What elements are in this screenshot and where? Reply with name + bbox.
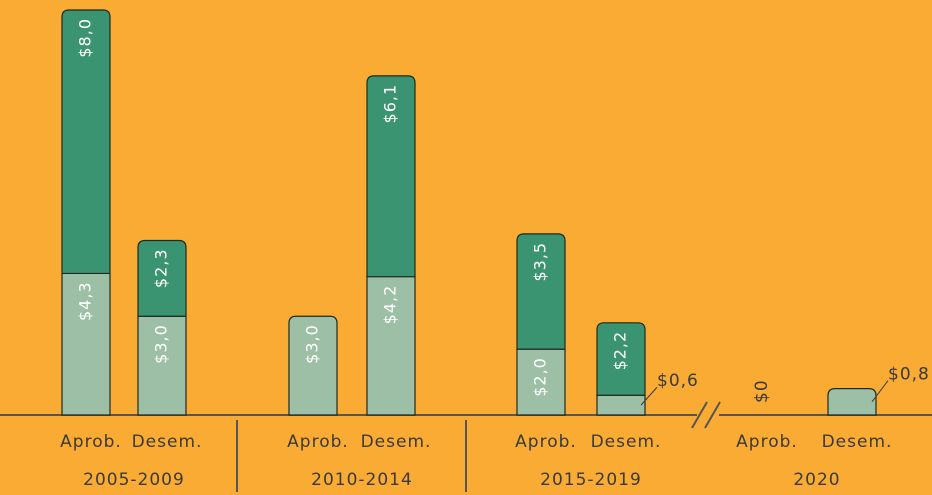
bar-segment [596,322,646,396]
value-label: $4,2 [381,285,400,325]
leader-line [871,380,889,403]
group-label: 2020 [793,470,840,490]
value-label: $0,8 [888,365,930,385]
x-tick-label: Aprob. [515,432,577,452]
bar-segment [61,9,111,275]
value-label: $3,0 [152,324,171,364]
leader-line [640,386,658,406]
value-label: $4,3 [76,281,95,321]
bar-segment [827,388,877,416]
x-tick-label: Aprob. [736,432,798,452]
x-tick-label: Desem. [822,432,893,452]
x-tick-label: Desem. [132,432,203,452]
value-label: $0 [752,379,772,403]
group-label: 2015-2019 [540,470,642,490]
value-label: $0,6 [657,371,699,391]
x-tick-label: Desem. [591,432,662,452]
bar-segment [366,75,416,278]
bar-segment [288,315,338,416]
bar-segment [596,394,646,416]
bar-segment [137,239,187,317]
value-label: $3,0 [303,324,322,364]
bar-segment [516,233,566,350]
x-tick-label: Aprob. [60,432,122,452]
value-label: $8,0 [76,18,95,58]
value-label: $6,1 [381,84,400,124]
x-tick-label: Desem. [361,432,432,452]
value-label: $2,3 [152,248,171,288]
x-tick-label: Aprob. [287,432,349,452]
group-label: 2010-2014 [311,470,413,490]
axis-break [704,401,721,429]
value-label: $2,0 [531,357,550,397]
group-label: 2005-2009 [83,470,185,490]
value-label: $3,5 [531,242,550,282]
value-label: $2,2 [611,331,630,371]
axis-break [691,401,708,429]
